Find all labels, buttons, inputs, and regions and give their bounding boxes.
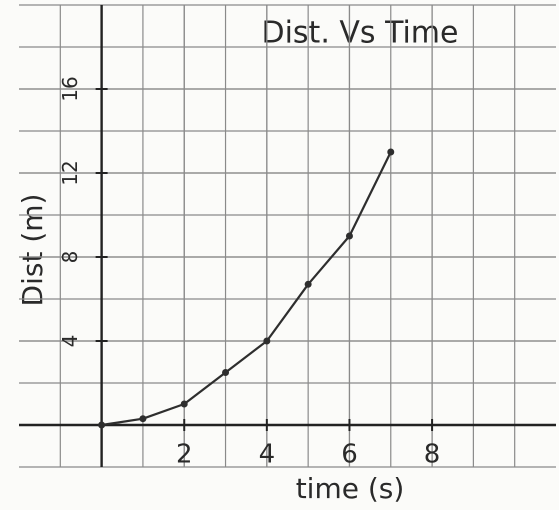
x-tick-label: 8 [424, 440, 441, 470]
point [263, 337, 271, 345]
x-tick-label: 2 [176, 440, 193, 470]
point [180, 400, 188, 408]
x-axis-label: time (s) [296, 472, 405, 505]
x-tick-label: 4 [259, 440, 276, 470]
y-tick-label: 4 [58, 335, 82, 348]
point [98, 421, 106, 429]
x-tick-label: 6 [341, 440, 358, 470]
point [387, 148, 395, 156]
chart-title: Dist. Vs Time [261, 16, 458, 51]
point [304, 280, 312, 288]
point [345, 232, 353, 240]
point [139, 415, 147, 423]
y-axis-label: Dist (m) [16, 194, 49, 307]
point [222, 369, 230, 376]
line [101, 151, 392, 427]
y-tick-label: 16 [58, 76, 82, 101]
y-tick-label: 12 [58, 160, 82, 185]
y-tick-label: 8 [58, 251, 82, 264]
